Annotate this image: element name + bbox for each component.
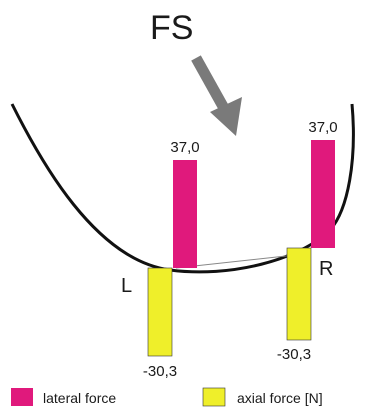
right-label: R [319,258,333,280]
right-axial-value: -30,3 [277,346,311,363]
left-axial-bar [147,267,173,357]
legend-lateral-label: lateral force [43,390,116,406]
left-lateral-value: 37,0 [170,139,199,156]
connector-line [175,253,305,269]
left-axial-value: -30,3 [143,363,177,380]
right-lateral-value: 37,0 [308,119,337,136]
right-lateral-bar [311,140,335,248]
legend: lateral force axial force [N] [11,387,323,407]
diagram-title: FS [150,9,193,47]
left-lateral-bar [173,160,197,268]
left-label: L [121,275,132,297]
right-axial-bar [286,247,312,341]
legend-axial-swatch [202,387,226,407]
legend-lateral-swatch [11,388,33,406]
legend-axial-label: axial force [N] [237,390,323,406]
base-curve [10,103,355,274]
force-arrow [191,55,242,136]
